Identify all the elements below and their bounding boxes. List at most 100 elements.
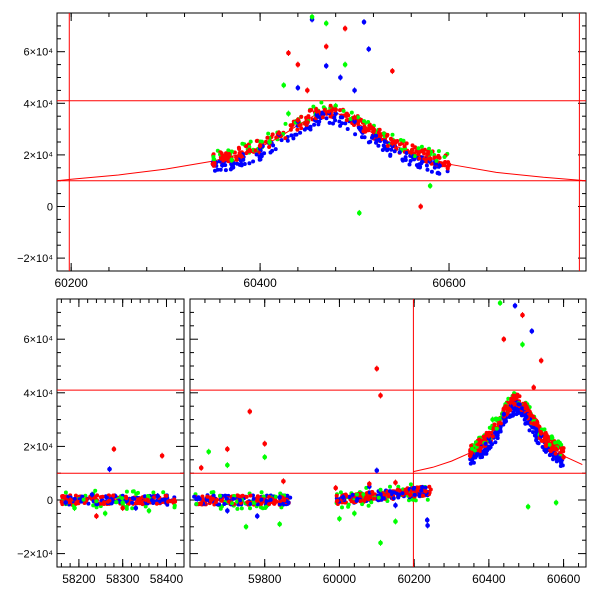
- red-point: [267, 502, 272, 507]
- blue-point: [338, 75, 343, 80]
- blue-point: [352, 88, 357, 93]
- blue-point: [488, 444, 493, 449]
- green-point: [262, 454, 268, 460]
- red-point: [328, 103, 333, 108]
- x-tick-label: 60600: [547, 572, 581, 586]
- green-point: [559, 442, 564, 447]
- blue-point: [483, 441, 488, 446]
- red-point: [164, 493, 169, 498]
- blue-point: [222, 493, 227, 498]
- green-point: [525, 504, 531, 510]
- red-point: [333, 107, 338, 113]
- red-point: [364, 128, 369, 133]
- green-point: [81, 497, 86, 502]
- red-point: [274, 135, 279, 140]
- green-point: [381, 131, 386, 136]
- red-point: [226, 499, 231, 504]
- red-point: [508, 408, 512, 413]
- red-point: [393, 480, 398, 485]
- green-point: [209, 490, 214, 495]
- y-tick-label: −2×10⁴: [17, 549, 53, 561]
- blue-point: [338, 123, 343, 128]
- green-point: [487, 425, 492, 430]
- blue-point: [298, 130, 303, 135]
- red-point: [305, 88, 310, 93]
- green-point: [341, 108, 346, 113]
- red-point: [219, 151, 224, 156]
- red-point: [408, 492, 413, 497]
- blue-point: [366, 46, 372, 52]
- green-point: [396, 484, 401, 489]
- x-tick-label: 60400: [243, 276, 277, 290]
- red-point: [320, 115, 325, 120]
- red-point: [446, 162, 452, 168]
- blue-point: [308, 124, 313, 129]
- red-point: [60, 502, 65, 507]
- red-point: [537, 424, 542, 429]
- red-point: [512, 401, 517, 406]
- red-point: [428, 487, 433, 492]
- blue-point: [231, 161, 236, 166]
- red-point: [94, 513, 99, 519]
- red-point: [377, 127, 382, 132]
- blue-point: [160, 497, 165, 502]
- red-point: [264, 139, 268, 144]
- red-point: [402, 144, 407, 149]
- red-point: [560, 446, 565, 451]
- red-point: [520, 312, 525, 318]
- plot-frame: [56, 298, 185, 568]
- green-point: [348, 117, 353, 121]
- blue-point: [289, 133, 294, 138]
- blue-point: [547, 453, 552, 458]
- green-point: [243, 524, 249, 530]
- light-curve-full-chart: 58200 58300 58400 59800 60000 60200 60400 60600…: [17, 298, 587, 586]
- blue-point: [285, 138, 290, 143]
- blue-point: [215, 167, 220, 172]
- green-point: [319, 100, 324, 105]
- red-point: [283, 136, 288, 141]
- red-point: [304, 115, 309, 120]
- green-point: [556, 440, 561, 445]
- red-point: [512, 395, 518, 401]
- red-point: [539, 438, 544, 443]
- x-tick-label: 58400: [150, 572, 184, 586]
- blue-point: [400, 157, 405, 162]
- x-tick-label: 58300: [106, 572, 140, 586]
- green-point: [248, 139, 253, 144]
- green-point: [388, 484, 392, 489]
- green-point: [235, 506, 240, 511]
- red-point: [390, 140, 395, 146]
- green-point: [131, 489, 136, 494]
- blue-point: [151, 501, 156, 505]
- green-point: [311, 104, 316, 109]
- blue-point: [238, 498, 243, 503]
- green-point: [114, 500, 119, 505]
- red-point: [262, 441, 268, 447]
- green-point: [309, 14, 315, 20]
- red-point: [370, 490, 375, 494]
- green-point: [83, 493, 88, 498]
- blue-point: [527, 428, 532, 433]
- green-point: [281, 82, 287, 88]
- red-point: [442, 163, 447, 168]
- blue-point: [470, 458, 475, 463]
- red-point: [73, 493, 78, 498]
- blue-point: [520, 406, 525, 411]
- blue-point: [107, 466, 112, 472]
- red-point: [544, 442, 548, 447]
- blue-point: [273, 147, 278, 152]
- blue-point: [471, 454, 477, 460]
- green-point: [134, 491, 139, 496]
- red-point: [159, 453, 165, 459]
- red-point: [498, 421, 503, 426]
- blue-point: [277, 495, 282, 500]
- red-point: [286, 50, 291, 56]
- green-point: [378, 540, 383, 546]
- red-point: [173, 499, 178, 504]
- blue-point: [104, 495, 109, 500]
- red-point: [73, 501, 78, 506]
- green-point: [553, 440, 558, 445]
- blue-point: [523, 414, 529, 420]
- green-point: [355, 492, 359, 497]
